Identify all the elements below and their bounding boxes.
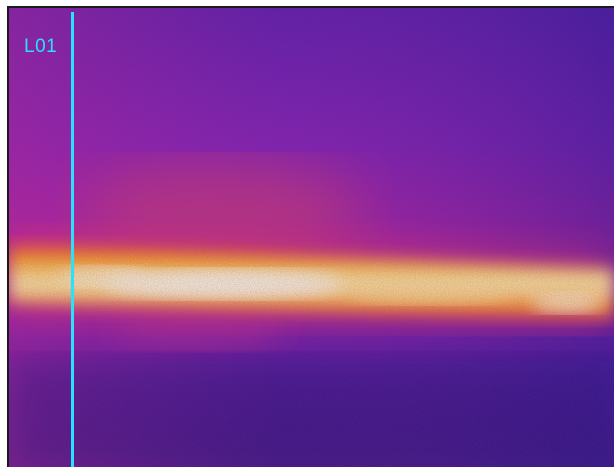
thermal-image-canvas bbox=[9, 8, 614, 467]
frame-bottom-edge bbox=[0, 467, 614, 473]
line-marker-label: L01 bbox=[24, 36, 58, 57]
thermal-image[interactable]: L01 bbox=[7, 6, 614, 467]
line-measurement-marker[interactable] bbox=[71, 12, 74, 467]
